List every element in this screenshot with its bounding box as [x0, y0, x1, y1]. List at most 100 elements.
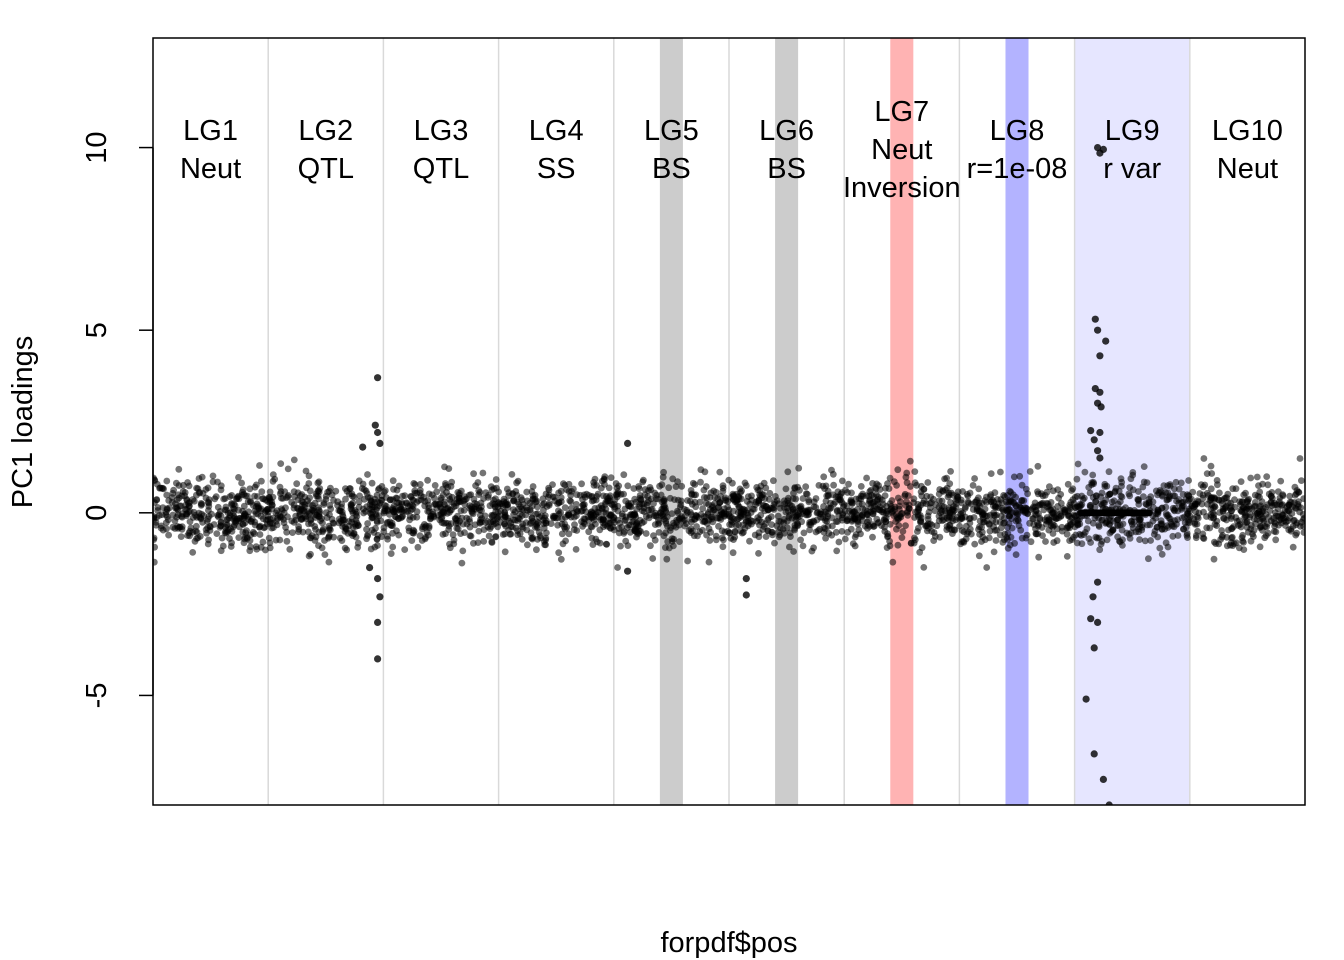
lg-description: Neut	[871, 134, 932, 166]
data-point	[547, 520, 555, 527]
data-point	[286, 545, 294, 553]
outlier-point	[359, 443, 367, 451]
data-point	[276, 512, 284, 520]
data-point	[696, 498, 704, 506]
data-point	[1226, 541, 1234, 549]
data-point	[895, 514, 903, 522]
data-point	[961, 505, 969, 512]
data-point	[508, 471, 516, 478]
data-point	[910, 495, 918, 503]
data-point	[788, 514, 796, 522]
data-point	[964, 492, 972, 500]
outlier-point	[374, 655, 382, 663]
data-point	[1039, 532, 1046, 539]
data-point	[990, 523, 997, 531]
data-point	[424, 497, 432, 504]
data-point	[1206, 497, 1214, 504]
data-point	[678, 482, 686, 490]
data-point	[738, 506, 746, 513]
lg-description: r var	[1103, 153, 1161, 185]
data-point	[1257, 502, 1264, 510]
data-point	[470, 470, 477, 478]
data-point	[874, 496, 882, 503]
data-point	[687, 525, 695, 533]
data-point	[266, 519, 274, 526]
data-point	[1238, 498, 1246, 506]
data-point	[993, 511, 1000, 519]
data-point	[1300, 495, 1305, 503]
data-point	[516, 515, 523, 523]
data-point	[247, 543, 254, 551]
data-point	[938, 503, 946, 510]
data-point	[1193, 513, 1201, 521]
data-point	[1186, 507, 1194, 515]
data-point	[476, 489, 484, 496]
outlier-point	[371, 421, 379, 429]
data-point	[523, 488, 531, 496]
data-point	[1259, 480, 1266, 488]
data-point	[1265, 513, 1273, 521]
data-point	[1018, 481, 1026, 489]
data-point	[1164, 524, 1172, 531]
outlier-point	[1096, 454, 1104, 462]
outlier-point	[1089, 593, 1097, 601]
data-point	[162, 511, 170, 518]
data-point	[776, 504, 784, 512]
data-point	[358, 485, 366, 492]
data-point	[534, 535, 541, 543]
data-point	[1050, 522, 1058, 529]
data-point	[1166, 482, 1174, 490]
data-point	[325, 487, 333, 495]
data-point	[833, 547, 841, 555]
data-point	[664, 538, 672, 546]
data-point	[799, 495, 807, 502]
data-point	[175, 465, 183, 473]
data-point	[593, 482, 600, 489]
outlier-point	[374, 374, 382, 382]
data-point	[814, 509, 822, 516]
data-point	[499, 531, 507, 538]
data-point	[927, 493, 935, 501]
data-point	[476, 519, 484, 526]
data-point	[1045, 526, 1053, 534]
data-point	[475, 527, 483, 535]
data-point	[760, 523, 768, 530]
data-point	[874, 519, 882, 527]
data-point	[828, 466, 835, 474]
data-point	[1164, 489, 1172, 497]
data-point	[775, 518, 783, 525]
data-point	[813, 516, 821, 524]
data-point	[458, 514, 466, 522]
data-point	[768, 513, 775, 520]
lg-description: r=1e-08	[967, 153, 1068, 185]
data-point	[1136, 536, 1143, 543]
data-point	[1285, 501, 1293, 509]
data-point	[663, 555, 671, 563]
data-point	[1106, 490, 1113, 498]
data-point	[571, 521, 578, 529]
data-point	[1295, 489, 1303, 496]
data-point	[153, 480, 161, 488]
data-point	[305, 520, 312, 528]
data-point	[662, 507, 670, 514]
data-point	[305, 472, 313, 480]
data-point	[718, 527, 726, 535]
data-point	[1026, 468, 1034, 475]
data-point	[655, 519, 663, 526]
data-point	[413, 513, 421, 521]
data-point	[719, 482, 727, 489]
data-point	[354, 544, 362, 551]
data-point	[633, 528, 641, 536]
data-point	[1270, 528, 1278, 535]
data-point	[490, 496, 497, 504]
data-point	[903, 469, 911, 477]
highlight-region-lg5	[659, 38, 683, 805]
data-point	[849, 516, 856, 524]
y-axis-label: PC1 loadings	[7, 336, 39, 509]
data-point	[1211, 502, 1218, 510]
lg-description: QTL	[413, 153, 469, 185]
data-point	[703, 531, 710, 539]
data-point	[1074, 492, 1081, 500]
lg-description: BS	[767, 153, 806, 185]
data-point	[1140, 493, 1147, 501]
